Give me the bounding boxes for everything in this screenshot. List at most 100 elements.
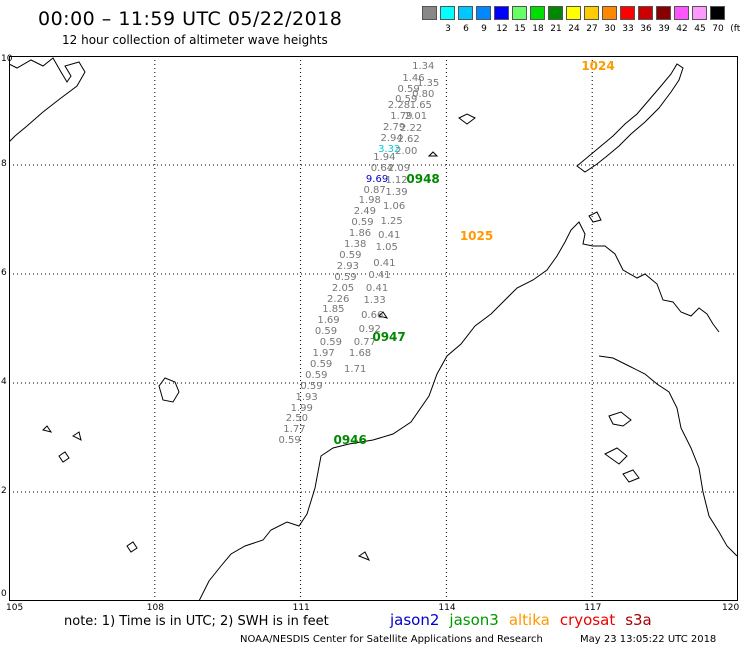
wave-height-value: 1.71 [344, 364, 367, 376]
pass-time-label: 0948 [406, 171, 440, 186]
wave-height-value: 9.69 [365, 173, 389, 185]
latitude-tick-label: 4 [1, 377, 7, 387]
wave-height-value: 1.34 [412, 60, 435, 72]
wave-height-value: 1.93 [295, 391, 318, 403]
latitude-tick-label: 8 [1, 159, 7, 169]
wave-height-value: 0.59 [395, 93, 418, 105]
color-scale-label: 15 [514, 24, 526, 34]
wave-height-value: 1.94 [373, 151, 396, 163]
wave-height-value: 0.41 [378, 229, 401, 241]
wave-height-value: 2.62 [397, 133, 420, 145]
wave-height-value: 1.97 [312, 348, 335, 360]
wave-height-value: 1.06 [382, 200, 406, 212]
wave-height-value: 3.32 [378, 143, 401, 155]
wave-height-value: 1.46 [402, 72, 425, 84]
color-swatch [422, 6, 437, 20]
wave-height-value: 0.59 [397, 83, 420, 95]
legend-entry-altika: altika [508, 611, 550, 629]
legend-entry-s3a: s3a [625, 611, 652, 629]
generated-timestamp: May 23 13:05:22 UTC 2018 [580, 634, 717, 645]
legend-entry-jason3: jason3 [449, 611, 499, 629]
wave-height-value: 0.59 [334, 271, 357, 283]
wave-height-value: 0.59 [305, 369, 328, 381]
wave-height-value: 1.86 [348, 228, 372, 240]
color-swatch [674, 6, 689, 20]
latitude-tick-label: 0 [1, 589, 7, 599]
color-swatch [476, 6, 491, 20]
color-scale-label: 9 [481, 24, 487, 34]
latitude-tick-label: 2 [1, 486, 7, 496]
color-swatch [692, 6, 707, 20]
longitude-tick-label: 117 [584, 603, 602, 613]
color-scale-label: 12 [496, 24, 508, 34]
wave-height-value: 0.64 [370, 162, 394, 174]
color-swatch [494, 6, 509, 20]
wave-height-value: 0.87 [363, 184, 386, 196]
color-scale-unit: (ft) [730, 24, 740, 34]
color-swatch [638, 6, 653, 20]
wave-height-value: 0.59 [351, 217, 374, 229]
color-swatch [620, 6, 635, 20]
color-swatch [656, 6, 671, 20]
wave-height-value: 1.65 [409, 100, 432, 112]
color-scale-label: 70 [712, 24, 724, 34]
satellite-legend: jason2 jason3 altika cryosat s3a [390, 611, 662, 629]
pass-time-label: 1024 [581, 58, 615, 73]
wave-height-value: 0.66 [361, 309, 384, 321]
map-area[interactable]: 1.34 1.46 1.35 0.59 0.80 0.59 1.65 2.28 1.79 2.01… [1, 54, 739, 613]
map-border [9, 56, 738, 601]
wave-height-value: 2.93 [336, 260, 360, 272]
color-swatch [512, 6, 527, 20]
wave-height-value: 0.41 [368, 270, 391, 282]
pass-time-label: 0946 [333, 433, 367, 448]
color-scale-label: 45 [694, 24, 706, 34]
wave-height-value: 0.77 [353, 337, 377, 349]
color-swatch [566, 6, 581, 20]
wave-height-value: 2.49 [353, 206, 377, 218]
coast-sabah-east [598, 355, 738, 557]
pass-time-label: 0947 [372, 329, 406, 344]
credit-text: NOAA/NESDIS Center for Satellite Applica… [240, 634, 543, 645]
wave-height-value: 0.41 [373, 258, 396, 270]
color-scale-label: 24 [568, 24, 580, 34]
wave-height-value: 0.59 [300, 380, 323, 392]
wave-height-value: 2.50 [285, 413, 308, 425]
color-scale-label: 33 [622, 24, 634, 34]
longitude-tick-label: 114 [438, 603, 456, 613]
wave-height-value: 1.69 [317, 315, 340, 327]
longitude-tick-label: 105 [6, 603, 24, 613]
longitude-tick-label: 111 [292, 603, 310, 613]
wave-height-value: 1.38 [344, 239, 367, 251]
wave-height-value: 2.00 [395, 146, 418, 158]
wave-height-value: 1.12 [385, 175, 408, 187]
color-scale-label: 18 [532, 24, 544, 34]
color-swatch [602, 6, 617, 20]
wave-height-value: 1.98 [358, 195, 381, 207]
wave-height-value: 1.68 [348, 348, 372, 360]
graticule [9, 56, 738, 601]
longitude-tick-label: 108 [146, 603, 164, 613]
coast-palawan [576, 63, 684, 173]
color-scale-label: 6 [463, 24, 469, 34]
color-swatch [710, 6, 725, 20]
coast-borneo [198, 221, 720, 602]
color-swatch [584, 6, 599, 20]
wave-height-value: 2.79 [382, 121, 406, 133]
wave-height-value: 2.94 [380, 132, 403, 144]
map-canvas [8, 56, 738, 602]
coastlines [8, 57, 738, 602]
color-swatch [548, 6, 563, 20]
footer-note: note: 1) Time is in UTC; 2) SWH is in fe… [64, 614, 329, 629]
wave-height-value: 2.09 [387, 162, 411, 174]
longitude-tick-label: 120 [722, 603, 740, 613]
wave-height-value: 0.59 [339, 249, 362, 261]
wave-height-value: 1.33 [363, 295, 386, 307]
wave-height-value: 0.59 [319, 337, 343, 349]
color-scale-label: 39 [658, 24, 670, 34]
wave-height-value: 2.28 [387, 100, 411, 112]
color-scale-label: 30 [604, 24, 616, 34]
wave-height-value: 1.35 [416, 78, 440, 90]
wave-height-value: 0.59 [278, 435, 301, 447]
wave-height-value: 0.41 [365, 282, 389, 294]
pass-time-label: 1025 [459, 228, 494, 243]
